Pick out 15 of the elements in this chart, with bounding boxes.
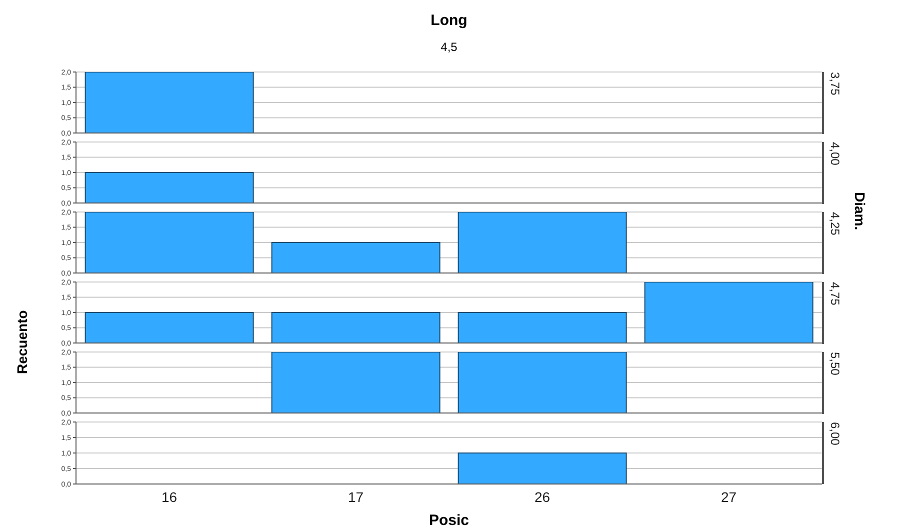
y2-axis-title: 6,00 <box>828 422 842 448</box>
chart-title: Long <box>430 12 468 29</box>
y2-axis-title: 5,50 <box>828 352 842 378</box>
y-axis-title: Recuento <box>14 309 30 374</box>
y2-axis-title: 4,25 <box>828 212 842 238</box>
chart-subtitle: 4,5 <box>440 40 458 54</box>
x-tick-label: 17 <box>348 488 364 505</box>
y2-axis-title: 3,75 <box>828 72 842 98</box>
x-tick-label: 27 <box>720 488 737 505</box>
y2-axis-title: 4,75 <box>828 282 842 308</box>
text: Diam. <box>852 192 868 232</box>
x-tick-label: 26 <box>534 488 550 505</box>
y2-axis-title: 4,00 <box>828 142 842 168</box>
x-axis-title: Posic <box>428 512 470 529</box>
x-tick-label: 16 <box>161 488 178 505</box>
